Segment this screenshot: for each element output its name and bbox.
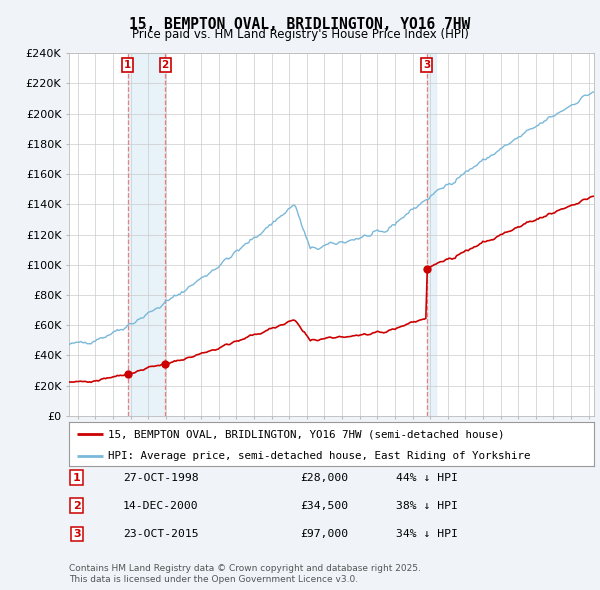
Text: 2: 2 bbox=[161, 60, 169, 70]
Text: This data is licensed under the Open Government Licence v3.0.: This data is licensed under the Open Gov… bbox=[69, 575, 358, 584]
Text: 1: 1 bbox=[124, 60, 131, 70]
Bar bbox=[427, 53, 436, 416]
Text: 15, BEMPTON OVAL, BRIDLINGTON, YO16 7HW: 15, BEMPTON OVAL, BRIDLINGTON, YO16 7HW bbox=[130, 17, 470, 31]
Text: £97,000: £97,000 bbox=[300, 529, 348, 539]
Text: 34% ↓ HPI: 34% ↓ HPI bbox=[396, 529, 458, 539]
Text: £34,500: £34,500 bbox=[300, 501, 348, 510]
Text: 1: 1 bbox=[73, 473, 80, 483]
Text: Price paid vs. HM Land Registry's House Price Index (HPI): Price paid vs. HM Land Registry's House … bbox=[131, 28, 469, 41]
Text: 14-DEC-2000: 14-DEC-2000 bbox=[123, 501, 199, 510]
Text: 38% ↓ HPI: 38% ↓ HPI bbox=[396, 501, 458, 510]
Text: 44% ↓ HPI: 44% ↓ HPI bbox=[396, 473, 458, 483]
Text: £28,000: £28,000 bbox=[300, 473, 348, 483]
Text: 3: 3 bbox=[73, 529, 80, 539]
Text: 15, BEMPTON OVAL, BRIDLINGTON, YO16 7HW (semi-detached house): 15, BEMPTON OVAL, BRIDLINGTON, YO16 7HW … bbox=[109, 430, 505, 439]
Text: 23-OCT-2015: 23-OCT-2015 bbox=[123, 529, 199, 539]
Text: Contains HM Land Registry data © Crown copyright and database right 2025.: Contains HM Land Registry data © Crown c… bbox=[69, 565, 421, 573]
Bar bbox=[128, 53, 165, 416]
Text: 27-OCT-1998: 27-OCT-1998 bbox=[123, 473, 199, 483]
Text: 3: 3 bbox=[423, 60, 430, 70]
Text: HPI: Average price, semi-detached house, East Riding of Yorkshire: HPI: Average price, semi-detached house,… bbox=[109, 451, 531, 461]
Text: 2: 2 bbox=[73, 501, 80, 510]
